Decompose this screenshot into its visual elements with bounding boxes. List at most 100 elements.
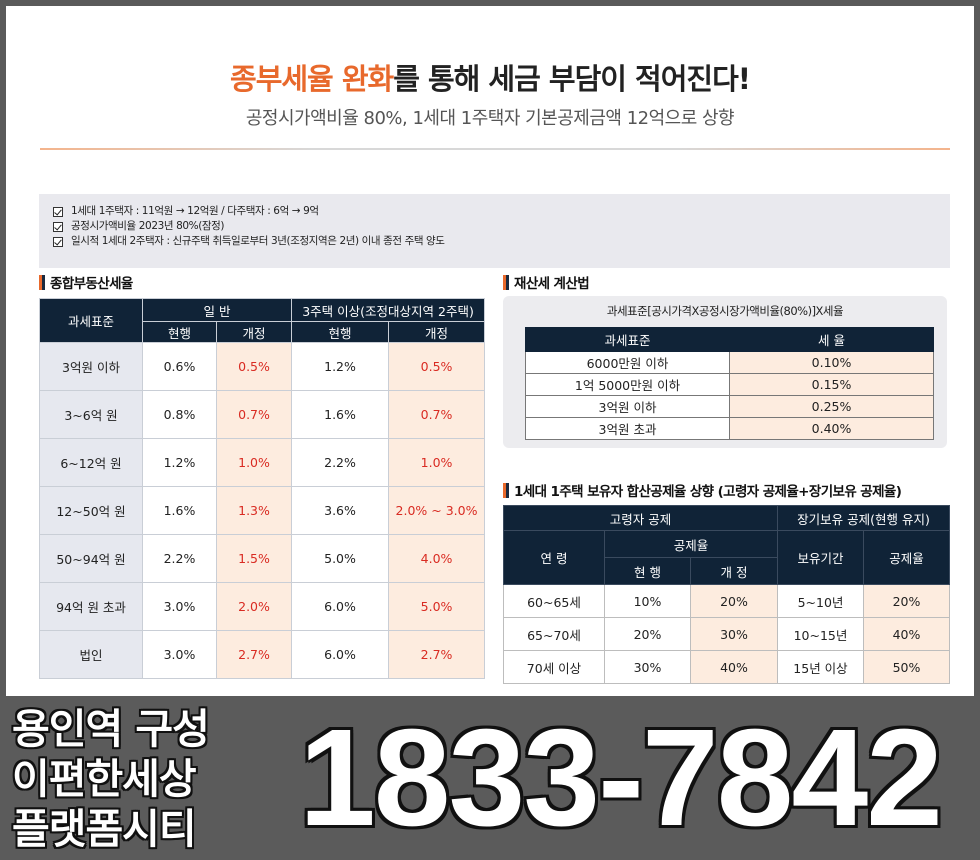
rate-cell: 2.2% (291, 438, 390, 487)
header-tax-rate: 세 율 (729, 327, 934, 352)
revised-rate-cell: 1.5% (215, 534, 293, 583)
header-revised: 개 정 (690, 557, 778, 585)
checkbox-icon (53, 236, 63, 247)
checkbox-icon (53, 206, 63, 217)
tax-base-cell: 6~12억 원 (39, 438, 143, 487)
title-divider (40, 148, 950, 150)
rate-cell: 1.6% (142, 486, 217, 535)
tax-base-cell: 3~6억 원 (39, 390, 143, 439)
comprehensive-tax-table: 과세표준 일 반 3주택 이상(조정대상지역 2주택) 현행 개정 현행 개정 … (39, 298, 486, 679)
tax-rate-cell: 0.25% (729, 395, 934, 418)
table-row: 50~94억 원 2.2% 1.5% 5.0% 4.0% (39, 534, 486, 583)
notice-text: 1세대 1주택자 : 11억원 → 12억원 / 다주택자 : 6억 → 9억 (71, 205, 319, 217)
table-row: 3억원 이하 0.25% (525, 395, 934, 418)
tax-base-cell: 3억원 초과 (525, 417, 730, 440)
checkbox-icon (53, 221, 63, 232)
header-elderly-deduction: 고령자 공제 (503, 505, 778, 531)
table-row: 94억 원 초과 3.0% 2.0% 6.0% 5.0% (39, 582, 486, 631)
deduction-table: 고령자 공제 장기보유 공제(현행 유지) 연 령 공제율 보유기간 공제율 현… (503, 505, 951, 684)
tax-rate-cell: 0.40% (729, 417, 934, 440)
revised-rate-cell: 0.7% (388, 390, 486, 439)
revised-rate-cell: 2.0% (215, 582, 293, 631)
brand-line-1: 용인역 구성 (12, 705, 210, 753)
title-rest: 를 통해 세금 부담이 적어진다! (393, 62, 751, 96)
longterm-rate-cell: 40% (862, 617, 951, 651)
header-deduction-rate: 공제율 (862, 530, 951, 585)
header-deduction-rate: 공제율 (604, 530, 778, 558)
phone-number[interactable]: 1833-7842 (299, 701, 943, 855)
age-cell: 70세 이상 (503, 650, 605, 684)
rate-cell: 1.2% (291, 342, 390, 391)
header-holding-period: 보유기간 (777, 530, 864, 585)
age-cell: 60~65세 (503, 584, 605, 618)
section-title-property-tax: 재산세 계산법 (503, 272, 590, 292)
tax-rate-cell: 0.15% (729, 373, 934, 396)
section-title-comprehensive-tax: 종합부동산세율 (39, 272, 133, 292)
table-row: 6~12억 원 1.2% 1.0% 2.2% 1.0% (39, 438, 486, 487)
current-rate-cell: 30% (604, 650, 691, 684)
revised-rate-cell: 5.0% (388, 582, 486, 631)
table-row: 70세 이상 30% 40% 15년 이상 50% (503, 650, 951, 684)
rate-cell: 2.2% (142, 534, 217, 583)
header-revised: 개정 (215, 321, 293, 343)
rate-cell: 0.6% (142, 342, 217, 391)
rate-cell: 3.6% (291, 486, 390, 535)
revised-rate-cell: 1.0% (215, 438, 293, 487)
longterm-rate-cell: 20% (862, 584, 951, 618)
longterm-rate-cell: 50% (862, 650, 951, 684)
revised-rate-cell: 2.0% ~ 3.0% (388, 486, 486, 535)
notice-item: 공정시가액비율 2023년 80%(잠정) (53, 219, 936, 234)
property-tax-table: 과세표준 세 율 6000만원 이하 0.10% 1억 5000만원 이하 0.… (525, 327, 934, 440)
notice-item: 일시적 1세대 2주택자 : 신규주택 취득일로부터 3년(조정지역은 2년) … (53, 234, 936, 249)
header-multi-home: 3주택 이상(조정대상지역 2주택) (291, 298, 486, 322)
rate-cell: 0.8% (142, 390, 217, 439)
rate-cell: 3.0% (142, 630, 217, 679)
revised-rate-cell: 1.0% (388, 438, 486, 487)
holding-period-cell: 15년 이상 (777, 650, 864, 684)
tax-rate-cell: 0.10% (729, 351, 934, 374)
table-row: 65~70세 20% 30% 10~15년 40% (503, 617, 951, 651)
section-title-text: 종합부동산세율 (50, 276, 133, 292)
rate-cell: 6.0% (291, 630, 390, 679)
tax-base-cell: 6000만원 이하 (525, 351, 730, 374)
revised-rate-cell: 2.7% (388, 630, 486, 679)
rate-cell: 1.6% (291, 390, 390, 439)
brand-line-3: 플랫폼시티 (12, 805, 197, 853)
title-highlight: 종부세율 완화 (230, 62, 394, 96)
table-row: 3억원 초과 0.40% (525, 417, 934, 440)
table-row: 6000만원 이하 0.10% (525, 351, 934, 374)
tax-base-cell: 1억 5000만원 이하 (525, 373, 730, 396)
current-rate-cell: 20% (604, 617, 691, 651)
holding-period-cell: 10~15년 (777, 617, 864, 651)
section-bar-icon (503, 274, 509, 290)
revised-rate-cell: 0.7% (215, 390, 293, 439)
tax-base-cell: 12~50억 원 (39, 486, 143, 535)
tax-base-cell: 94억 원 초과 (39, 582, 143, 631)
header-current: 현행 (142, 321, 217, 343)
revised-rate-cell: 1.3% (215, 486, 293, 535)
header-current: 현행 (291, 321, 390, 343)
header-revised: 개정 (388, 321, 486, 343)
tax-base-cell: 50~94억 원 (39, 534, 143, 583)
revised-rate-cell: 40% (690, 650, 778, 684)
table-row: 법인 3.0% 2.7% 6.0% 2.7% (39, 630, 486, 679)
section-bar-icon (503, 482, 509, 498)
revised-rate-cell: 30% (690, 617, 778, 651)
revised-rate-cell: 0.5% (215, 342, 293, 391)
tax-base-cell: 법인 (39, 630, 143, 679)
header-tax-base: 과세표준 (525, 327, 730, 352)
revised-rate-cell: 0.5% (388, 342, 486, 391)
table-row: 3~6억 원 0.8% 0.7% 1.6% 0.7% (39, 390, 486, 439)
header-current: 현 행 (604, 557, 691, 585)
notice-text: 공정시가액비율 2023년 80%(잠정) (71, 220, 225, 232)
revised-rate-cell: 2.7% (215, 630, 293, 679)
section-title-text: 1세대 1주택 보유자 합산공제율 상향 (고령자 공제율+장기보유 공제율) (514, 484, 902, 500)
notice-text: 일시적 1세대 2주택자 : 신규주택 취득일로부터 3년(조정지역은 2년) … (71, 235, 445, 247)
revised-rate-cell: 4.0% (388, 534, 486, 583)
header-tax-base: 과세표준 (39, 298, 143, 343)
notice-item: 1세대 1주택자 : 11억원 → 12억원 / 다주택자 : 6억 → 9억 (53, 204, 936, 219)
tax-base-cell: 3억원 이하 (525, 395, 730, 418)
footer-banner (0, 696, 980, 860)
rate-cell: 1.2% (142, 438, 217, 487)
notice-box: 1세대 1주택자 : 11억원 → 12억원 / 다주택자 : 6억 → 9억 … (39, 194, 950, 268)
